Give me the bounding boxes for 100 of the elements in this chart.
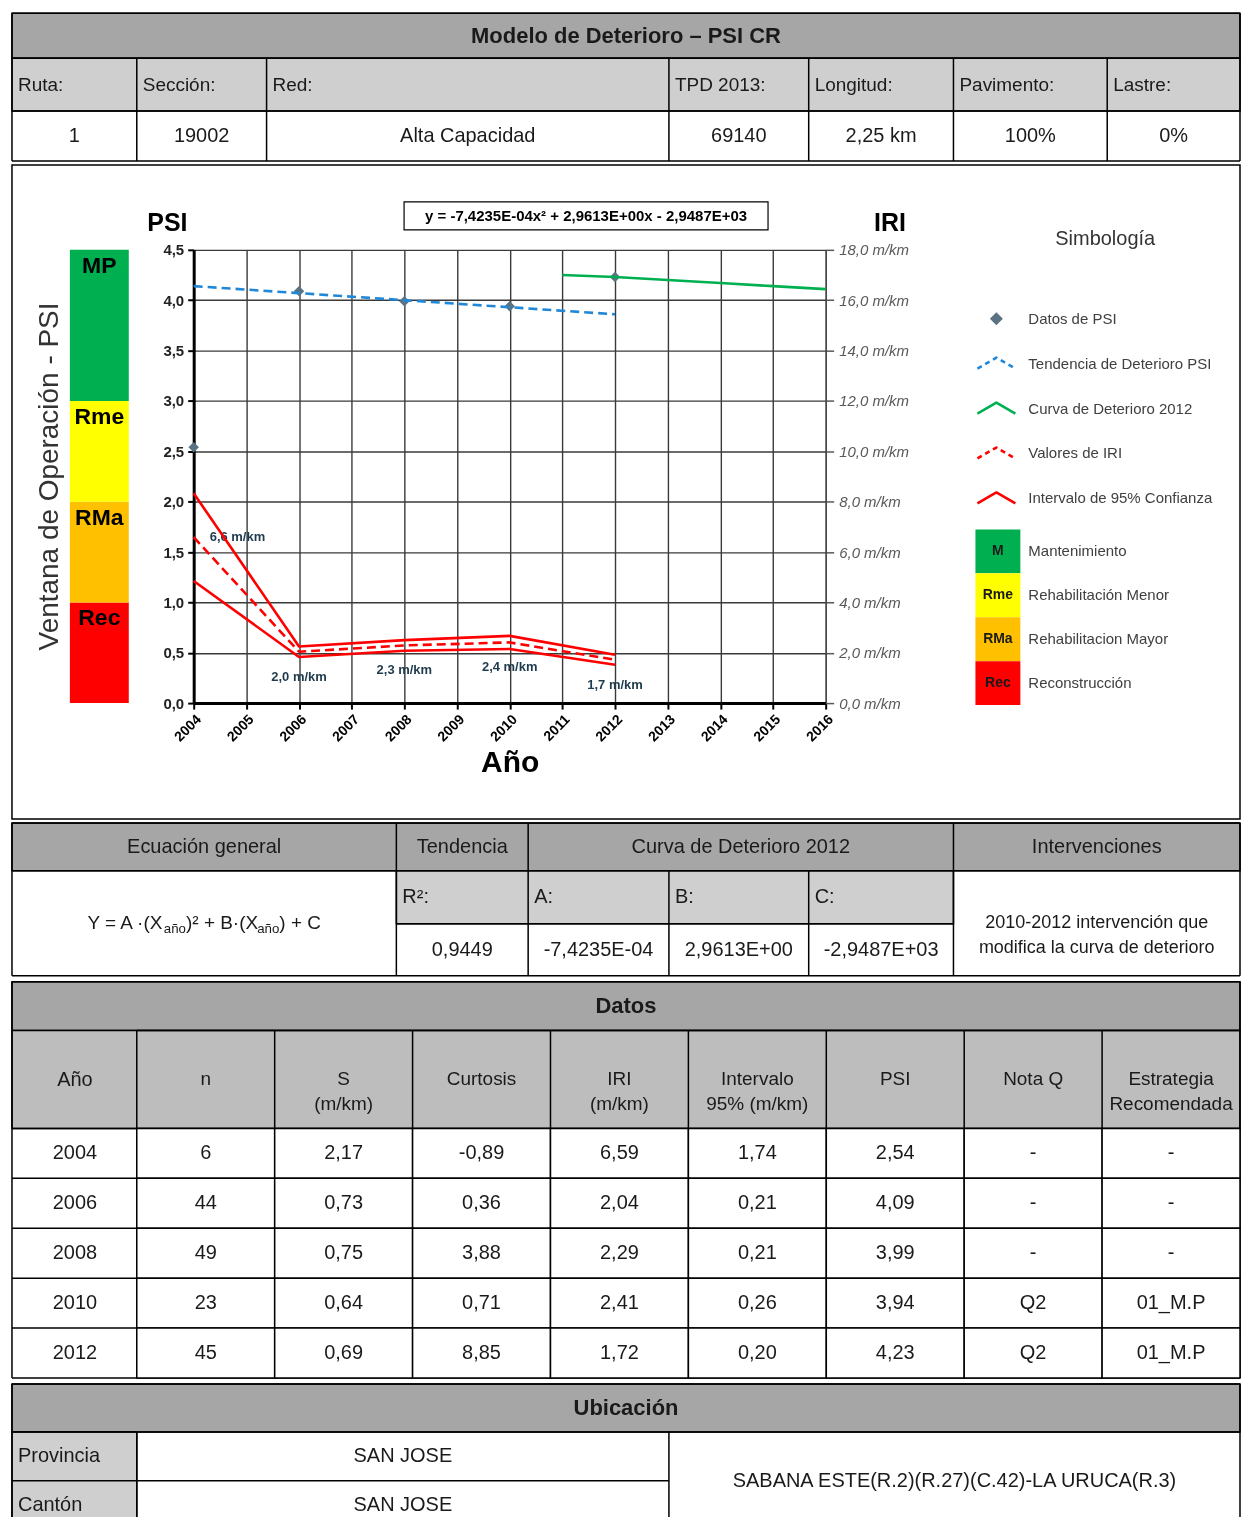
text: M [992,542,1004,559]
x-tick-label: Estrategia Recomendada [1109,1068,1234,1115]
data-label: 3,99 [875,1241,915,1264]
x-axis-title: Año [481,745,540,779]
data-label: 4,23 [875,1341,915,1364]
y-axis-title: Año [57,1067,93,1090]
data-label: 0,71 [462,1291,501,1314]
y-tick-label: 1,5 [163,543,185,561]
text: Ecuación general [127,834,282,857]
y2-tick-label: 12,0 m/km [839,392,910,410]
text: -7,4235E-04 [543,937,654,960]
y-axis-title: Ventana de Operación - PSI [32,302,64,651]
text: 1 [68,124,80,147]
text: Rehabilitación Menor [1028,586,1169,604]
y-tick-label: 2008 [52,1241,98,1264]
text: Pavimento: [959,73,1055,95]
y2-tick-label: 16,0 m/km [839,291,910,309]
text: Alta Capacidad [400,124,536,147]
data-label: 2,04 [600,1191,639,1214]
x-tick-label: Nota Q [1003,1068,1064,1090]
y-tick-label: 4,5 [163,241,185,259]
text: SABANA ESTE(R.2)(R.27)(C.42)-LA URUCA(R.3) [732,1468,1177,1491]
y-tick-label: 2010 [52,1291,98,1314]
text: - [1029,1191,1037,1214]
y-tick-label: 0,5 [163,644,185,662]
y-tick-label: 2006 [52,1191,98,1214]
text: Provincia [17,1444,101,1467]
y-tick-label: 0,0 [163,694,185,712]
data-label: 0,36 [462,1191,501,1214]
data-label: 0,21 [737,1191,777,1214]
legend-label: Curva de Deterioro 2012 [1028,399,1193,417]
x-tick-label: Curtosis [446,1068,517,1090]
text: 19002 [173,124,230,147]
y2-axis-title: IRI [874,208,906,237]
text: Q2 [1019,1291,1047,1314]
text: - [1167,1141,1175,1164]
data-label: 6 [200,1141,212,1164]
text: Reconstrucción [1028,674,1132,692]
text: Ubicación [573,1394,679,1420]
data-label: 1,74 [737,1141,777,1164]
y-tick-label: 2,5 [163,442,185,460]
data-label: 45 [194,1341,217,1364]
text: Lastre: [1113,73,1172,95]
legend-label: Datos de PSI [1028,309,1117,327]
text: Rehabilitacion Mayor [1028,630,1169,648]
y2-tick-label: 18,0 m/km [839,241,910,259]
data-label: Rec [78,604,121,631]
data-label: 44 [194,1191,217,1214]
text: -2,9487E+03 [823,937,939,960]
text: Longitud: [814,73,893,95]
y2-tick-label: 4,0 m/km [839,593,901,611]
data-label: -0,89 [458,1141,505,1164]
y-tick-label: 2,0 [163,493,185,511]
data-label: RMa [75,503,124,530]
text: Curva de Deterioro 2012 [631,834,851,857]
y2-tick-label: 6,0 m/km [839,543,901,561]
x-tick-label: IRI (m/km) [589,1068,649,1115]
data-label: 2,54 [875,1141,915,1164]
y2-tick-label: 2,0 m/km [838,644,901,662]
x-tick-label: Intervalo 95% (m/km) [706,1068,809,1115]
data-label: 0,73 [324,1191,364,1214]
x-tick-label: n [200,1068,211,1090]
text: R²: [402,885,429,908]
y2-tick-label: 10,0 m/km [839,442,910,460]
data-label: 0,20 [737,1341,777,1364]
text: Ruta: [17,73,64,95]
y2-tick-label: 8,0 m/km [839,493,901,511]
data-label: 6,59 [600,1141,639,1164]
text: B: [674,885,694,908]
data-label: 0,75 [324,1241,364,1264]
text: 100% [1004,124,1057,147]
text: Modelo de Deterioro – PSI CR [471,22,782,48]
text: A: [534,885,553,908]
x-tick-label: PSI [879,1068,911,1090]
text: 0,9449 [431,937,493,960]
y-tick-label: 2012 [52,1341,98,1364]
y-axis-title: PSI [147,208,188,237]
y-tick-label: 3,0 [163,392,185,410]
text: Mantenimiento [1028,542,1127,560]
text: Rec [985,674,1011,691]
data-label: 23 [194,1291,217,1314]
text: Sección: [142,73,216,95]
text: - [1029,1141,1037,1164]
text: Red: [272,73,313,95]
chart-title: Datos [595,993,657,1019]
y2-tick-label: 14,0 m/km [839,342,910,360]
text: Tendencia [416,834,509,857]
data-label: Rme [74,402,125,429]
text: 2010-2012 intervención que modifica la curva de deterioro [978,912,1215,958]
text: SAN JOSE [353,1444,453,1467]
text: C: [814,885,835,908]
text: RMa [983,630,1013,647]
text: 2,9613E+00 [684,937,793,960]
x-tick-label: S (m/km) [314,1068,374,1115]
text: y = -7,4235E-04x² + 2,9613E+00x - 2,9487E+03 [425,206,748,224]
data-label: 49 [194,1241,217,1264]
text: - [1167,1191,1175,1214]
data-label: 2,17 [324,1141,364,1164]
text: 0% [1159,124,1189,147]
legend-label: Tendencia de Deterioro PSI [1028,354,1212,372]
